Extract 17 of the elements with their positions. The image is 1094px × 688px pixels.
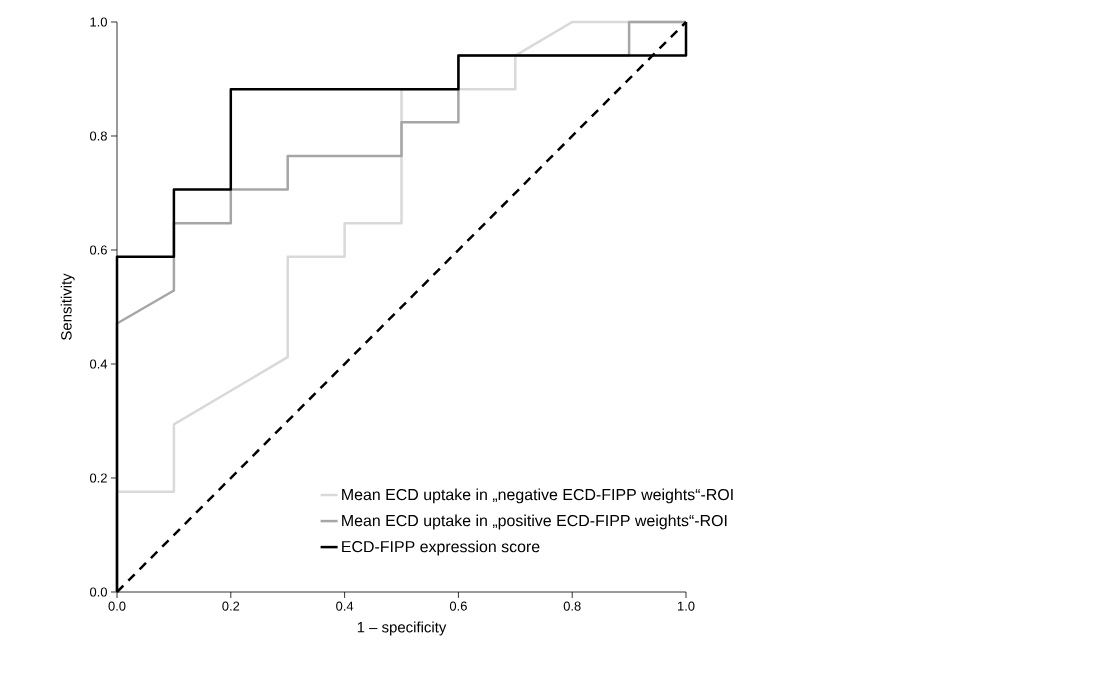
- y-tick-label: 1.0: [90, 17, 107, 27]
- y-axis-title: Sensitivity: [60, 273, 75, 340]
- legend-label: Mean ECD uptake in „positive ECD-FIPP weights“-ROI: [342, 514, 727, 530]
- x-axis-title: 1 – specificity: [357, 621, 447, 636]
- x-tick-label: 0.6: [449, 601, 467, 611]
- y-tick-label: 0.4: [89, 359, 108, 369]
- x-tick-label: 1.0: [677, 601, 695, 611]
- x-tick-label: 0.4: [336, 601, 354, 611]
- y-tick-label: 0.0: [89, 587, 107, 597]
- y-tick-label: 0.6: [89, 245, 107, 255]
- legend-label: Mean ECD uptake in „negative ECD-FIPP weights“-ROI: [342, 488, 733, 504]
- y-tick-label: 0.8: [89, 131, 107, 141]
- x-tick-label: 0.0: [108, 601, 126, 611]
- x-tick-label: 0.8: [563, 601, 581, 611]
- y-tick-label: 0.2: [89, 473, 107, 483]
- x-tick-label: 0.2: [222, 601, 240, 611]
- legend-label: ECD-FIPP expression score: [342, 540, 540, 556]
